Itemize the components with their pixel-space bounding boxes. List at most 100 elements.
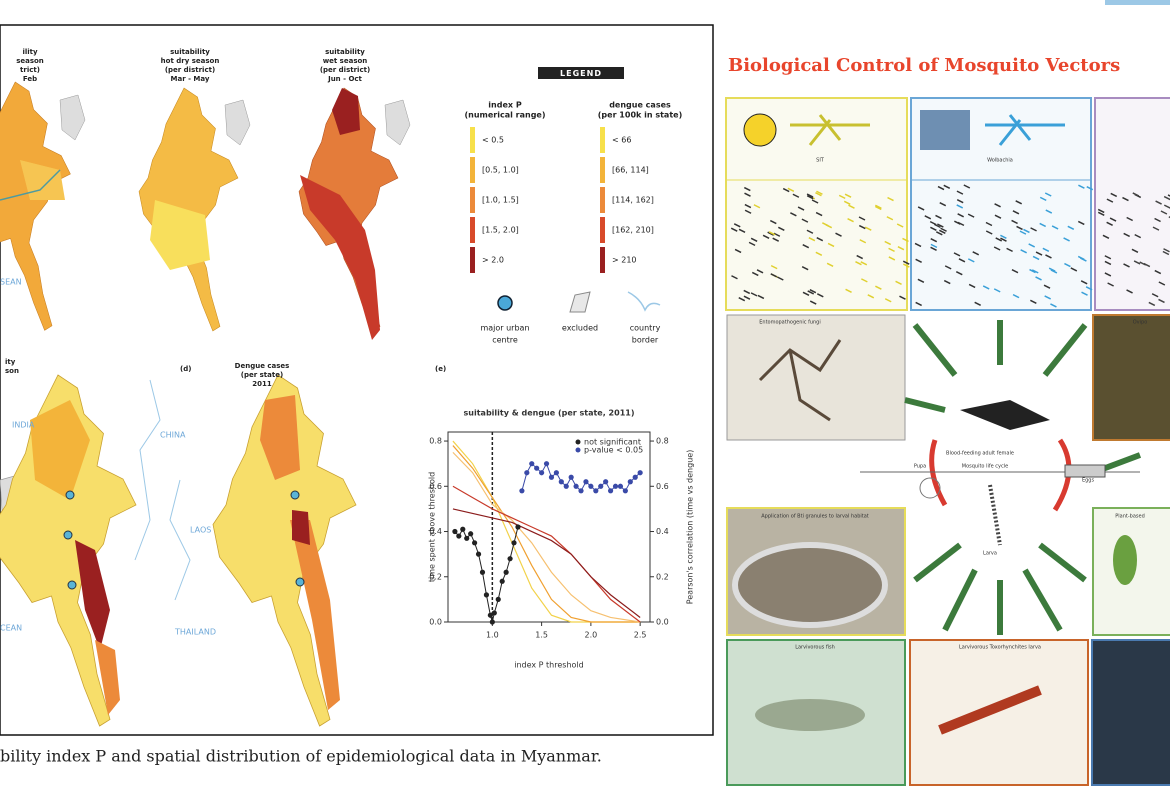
chart: suitability & dengue (per state, 2011) 1.… (428, 409, 695, 670)
photo-toxorhynchites (909, 639, 1089, 786)
mosquito (888, 256, 896, 261)
map-region (150, 200, 210, 270)
mosquito (937, 223, 944, 228)
mosquito (884, 298, 892, 303)
y-tick-label: 0.4 (429, 527, 442, 536)
mosquito (940, 227, 947, 232)
infographic-label: SIT (816, 158, 825, 164)
line-series (452, 440, 641, 623)
map-title: wet season (323, 57, 368, 65)
mosquito (1162, 250, 1170, 256)
mosquito (1097, 211, 1105, 216)
mosquito (1048, 267, 1056, 272)
map-title: Dengue cases (235, 362, 290, 370)
map-dengue (212, 374, 357, 727)
infographic-label: Application of Bti granules to larval ha… (761, 514, 869, 520)
border-line (169, 479, 191, 601)
y2-tick-label: 0.8 (656, 437, 669, 446)
mosquito (887, 196, 894, 202)
series-point (539, 470, 545, 476)
map-title: (per district) (165, 66, 215, 74)
mosquito (994, 203, 1001, 208)
excluded-area (224, 99, 251, 146)
mosquito (1122, 196, 1129, 202)
legend-marker (575, 439, 581, 445)
map-title: ity (5, 358, 16, 366)
mosquito (767, 231, 774, 236)
mosquito (1000, 234, 1007, 240)
mosquito (1152, 226, 1160, 231)
mosquito (808, 237, 816, 242)
legend-symbol-label: country (630, 324, 661, 333)
mosquito (1077, 255, 1085, 261)
series-point (558, 479, 564, 485)
mosquito (787, 187, 795, 192)
mosquito (809, 300, 817, 305)
mosquito (935, 231, 943, 236)
mosquito (750, 237, 758, 242)
mosquito (864, 226, 872, 231)
larva-drawing (938, 685, 1042, 735)
y2-tick-label: 0.2 (656, 572, 669, 581)
legend-excluded (569, 291, 591, 313)
mosquito (858, 224, 866, 230)
mosquito (895, 280, 902, 285)
infographic-label: Larvivorous fish (795, 645, 835, 651)
legend-title: LEGEND (560, 69, 602, 78)
map-region (332, 88, 360, 135)
arrow (1022, 568, 1063, 632)
map-wet (298, 87, 411, 340)
map-region (20, 160, 65, 200)
infographic-title: Biological Control of Mosquito Vectors (728, 55, 1120, 76)
mosquito (1045, 209, 1053, 214)
mosquito (1015, 200, 1023, 205)
legend-swatch (470, 247, 475, 273)
leaf (1113, 535, 1137, 585)
series-point (612, 483, 619, 489)
plot-frame (447, 431, 651, 623)
mosquito (1167, 194, 1170, 197)
excluded-area (384, 99, 411, 146)
mosquito (974, 301, 981, 306)
series-point (632, 474, 638, 480)
arrow (1098, 452, 1142, 473)
mosquito (939, 229, 946, 235)
mosquito (838, 194, 846, 200)
mosquito (1011, 269, 1019, 274)
mosquito (902, 260, 910, 265)
series-point (511, 540, 517, 546)
series-point (515, 524, 521, 530)
mosquito (993, 288, 1001, 293)
legend-urban (497, 295, 513, 311)
mosquito (915, 258, 922, 264)
mosquito (902, 237, 909, 243)
mosquito (944, 265, 952, 270)
urban-centre (290, 490, 300, 500)
mosquito (1154, 217, 1161, 223)
mosquito (1155, 200, 1162, 205)
mosquito (847, 218, 854, 223)
mosquito (958, 258, 966, 263)
series-point (519, 488, 525, 494)
mosquito (806, 229, 814, 234)
series-point (487, 612, 493, 618)
mosquito (826, 262, 834, 267)
mosquito (934, 223, 941, 229)
urban-centre (65, 490, 75, 500)
series-point (524, 470, 530, 476)
line-series (452, 485, 641, 623)
mosquito (768, 231, 776, 236)
map-title: Jun - Oct (327, 75, 362, 83)
geo-label: LAOS (190, 526, 211, 535)
photo-oviposition (1092, 314, 1170, 441)
arrow (1042, 323, 1088, 377)
series-point (489, 619, 495, 625)
mosquito (802, 291, 810, 296)
legend-border (627, 291, 661, 312)
series-point (534, 465, 540, 471)
mosquito (1102, 234, 1110, 239)
y-tick-label: 0.0 (429, 618, 442, 627)
mosquito (1051, 225, 1059, 230)
mosquito (1023, 228, 1030, 234)
